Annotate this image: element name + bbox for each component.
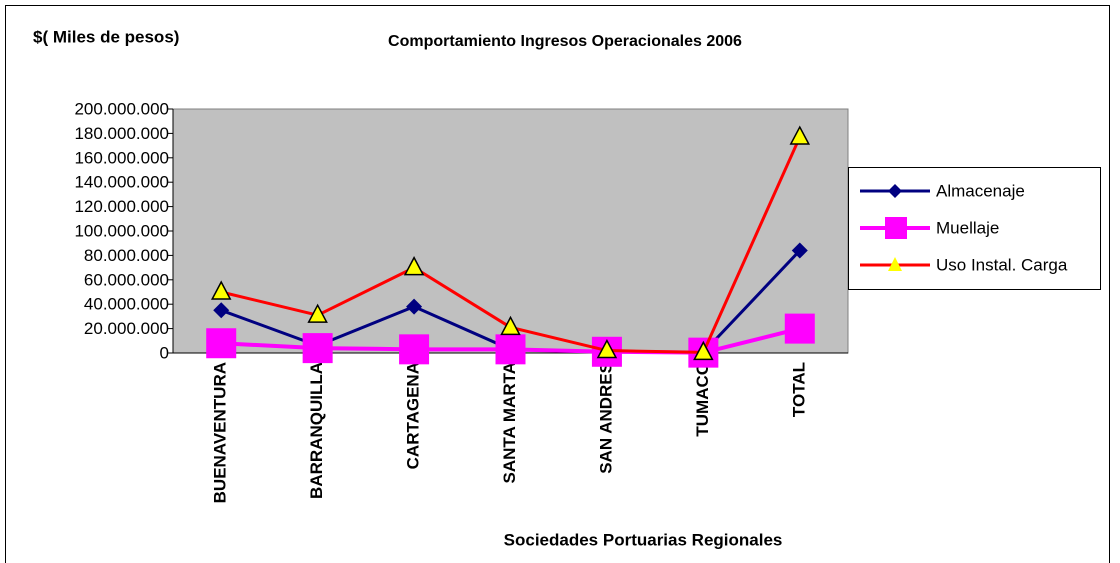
- x-tick-label: BUENAVENTURA: [211, 362, 230, 503]
- y-tick-label: 120.000.000: [74, 197, 169, 216]
- x-tick-label: CARTAGENA: [404, 362, 423, 469]
- marker: [406, 298, 423, 315]
- x-tick-label: SAN ANDRES: [596, 362, 615, 474]
- y-axis-title: $( Miles de pesos): [33, 27, 179, 46]
- x-tick-label: BARRANQUILLA: [307, 362, 326, 499]
- marker: [789, 125, 811, 145]
- y-tick-label: 0: [160, 343, 169, 362]
- y-tick-label: 180.000.000: [74, 124, 169, 143]
- y-tick-label: 60.000.000: [84, 270, 169, 289]
- legend-marker: [885, 217, 907, 239]
- marker: [307, 303, 328, 323]
- y-tick-label: 80.000.000: [84, 246, 169, 265]
- x-axis-title: Sociedades Portuarias Regionales: [504, 530, 783, 549]
- marker: [210, 280, 232, 300]
- plot-area: [172, 108, 849, 354]
- y-tick-label: 140.000.000: [74, 173, 169, 192]
- y-tick-label: 200.000.000: [74, 99, 169, 118]
- marker: [784, 313, 815, 344]
- marker: [403, 255, 425, 276]
- x-tick-label: SANTA MARTA: [500, 362, 519, 484]
- marker: [500, 315, 521, 336]
- marker: [206, 328, 237, 359]
- marker: [495, 334, 526, 365]
- legend-marker: [888, 184, 902, 198]
- y-tick-label: 40.000.000: [84, 295, 169, 314]
- legend-label: Muellaje: [936, 218, 999, 237]
- y-tick-label: 20.000.000: [84, 319, 169, 338]
- marker: [213, 302, 230, 319]
- marker: [693, 340, 714, 361]
- y-tick-label: 160.000.000: [74, 148, 169, 167]
- x-tick-label: TOTAL: [789, 362, 808, 417]
- chart-title: Comportamiento Ingresos Operacionales 20…: [388, 33, 742, 50]
- marker: [596, 338, 618, 359]
- marker: [302, 333, 333, 364]
- x-tick-label: TUMACO: [693, 362, 712, 437]
- y-tick-label: 100.000.000: [74, 221, 169, 240]
- legend-label: Almacenaje: [936, 181, 1025, 200]
- legend-label: Uso Instal. Carga: [936, 255, 1068, 274]
- marker: [791, 242, 808, 259]
- marker: [399, 334, 430, 365]
- legend-marker: [888, 257, 902, 271]
